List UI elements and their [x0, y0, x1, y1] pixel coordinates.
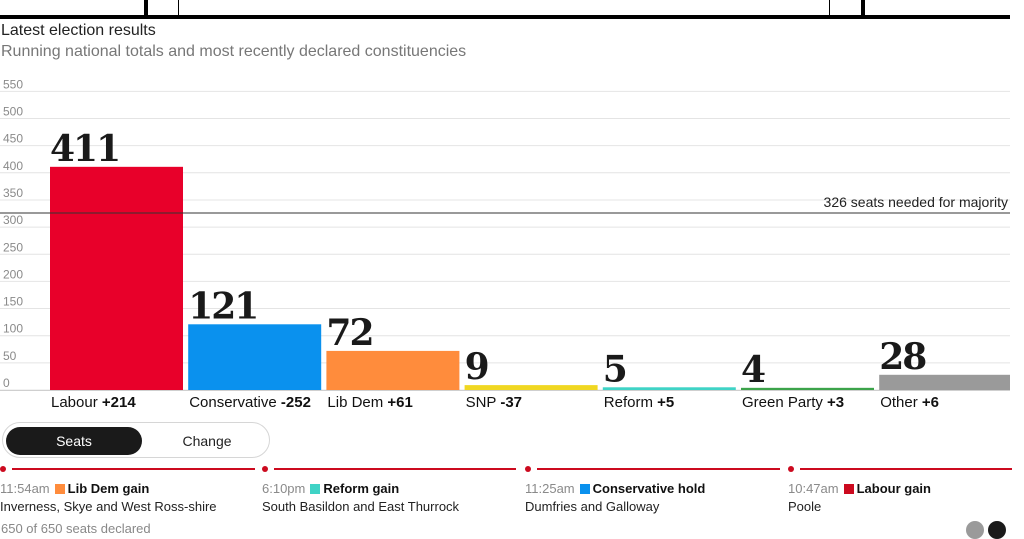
seat-change-label: +61 [387, 394, 412, 411]
seat-change-label: +3 [827, 394, 844, 411]
category-label: Labour +214 [51, 394, 136, 411]
y-tick-label: 250 [3, 240, 23, 254]
top-rule-tick [144, 0, 148, 16]
toggle-seats-option[interactable]: Seats [6, 427, 142, 455]
declaration-time: 6:10pm [262, 481, 306, 496]
top-rule [0, 0, 1010, 20]
carousel-next-dot[interactable] [988, 521, 1006, 539]
carousel-prev-dot[interactable] [966, 521, 984, 539]
category-label: Conservative -252 [189, 394, 311, 411]
declaration-time: 10:47am [788, 481, 839, 496]
declared-count: 650 of 650 seats declared [1, 521, 151, 536]
declaration-result: Conservative hold [592, 481, 706, 496]
seat-change-label: +6 [922, 394, 939, 411]
y-tick-label: 200 [3, 267, 23, 281]
top-rule-line [0, 15, 1010, 19]
timeline-line [537, 468, 780, 470]
y-tick-label: 0 [3, 376, 10, 390]
bar-labour [50, 166, 183, 390]
bar-value-label: 121 [188, 285, 257, 327]
bar-green-party [741, 387, 874, 390]
seat-change-label: -252 [281, 394, 311, 411]
y-tick-label: 300 [3, 213, 23, 227]
party-swatch [843, 484, 854, 494]
seats-change-toggle: Seats Change [2, 422, 270, 458]
category-label: Green Party +3 [742, 394, 844, 411]
bar-lib-dem [326, 350, 460, 390]
timeline-dot [262, 466, 268, 472]
bar-reform [602, 387, 736, 390]
bar-value-label: 9 [465, 346, 488, 388]
constituency-name: Dumfries and Galloway [525, 499, 660, 514]
timeline-line [800, 468, 1012, 470]
seat-change-label: +5 [657, 394, 674, 411]
bar-value-label: 72 [326, 312, 372, 354]
declaration-time: 11:54am [0, 481, 50, 496]
y-tick-label: 550 [3, 77, 23, 91]
bar-snp [464, 385, 598, 390]
constituency-name: South Basildon and East Thurrock [262, 499, 460, 514]
y-tick-label: 150 [3, 295, 23, 309]
y-tick-label: 100 [3, 322, 23, 336]
y-tick-label: 350 [3, 186, 23, 200]
bar-value-label: 28 [879, 336, 926, 378]
bar-value-label: 4 [741, 349, 765, 391]
party-swatch [310, 484, 321, 494]
seat-change-label: +214 [102, 394, 136, 411]
declaration-result: Labour gain [856, 481, 931, 496]
top-rule-tick [861, 0, 865, 16]
y-tick-label: 400 [3, 159, 23, 173]
bar-other [879, 374, 1010, 390]
bar-value-label: 411 [50, 128, 119, 170]
timeline-dot [788, 466, 794, 472]
category-label: SNP -37 [466, 394, 522, 411]
declaration-result: Lib Dem gain [67, 481, 150, 496]
seats-bar-chart: 0 50 100 150 200 250 300 350 400 450 500 550 411 Labo… [0, 77, 1010, 411]
category-label: Other +6 [880, 394, 939, 411]
toggle-change-option[interactable]: Change [182, 433, 232, 449]
timeline-line [274, 468, 516, 470]
constituency-name: Poole [788, 499, 822, 514]
top-rule-tick [178, 0, 179, 16]
party-swatch [54, 484, 65, 494]
y-tick-label: 500 [3, 105, 23, 119]
timeline-dot [0, 466, 6, 472]
top-rule-tick [829, 0, 830, 16]
party-swatch [579, 484, 590, 494]
chart-title: Latest election results [1, 22, 156, 39]
bar-conservative [188, 324, 322, 390]
timeline-dot [525, 466, 531, 472]
timeline-line [12, 468, 255, 470]
majority-line-label: 326 seats needed for majority [824, 194, 1008, 210]
y-tick-label: 50 [3, 349, 17, 363]
chart-subtitle: Running national totals and most recentl… [1, 43, 467, 60]
declaration-result: Reform gain [323, 481, 400, 496]
category-label: Lib Dem +61 [327, 394, 412, 411]
declaration-time: 11:25am [525, 481, 575, 496]
category-label: Reform +5 [604, 394, 674, 411]
constituency-name: Inverness, Skye and West Ross-shire [0, 499, 217, 514]
bar-value-label: 5 [603, 348, 626, 390]
seat-change-label: -37 [500, 394, 522, 411]
y-tick-label: 450 [3, 132, 23, 146]
